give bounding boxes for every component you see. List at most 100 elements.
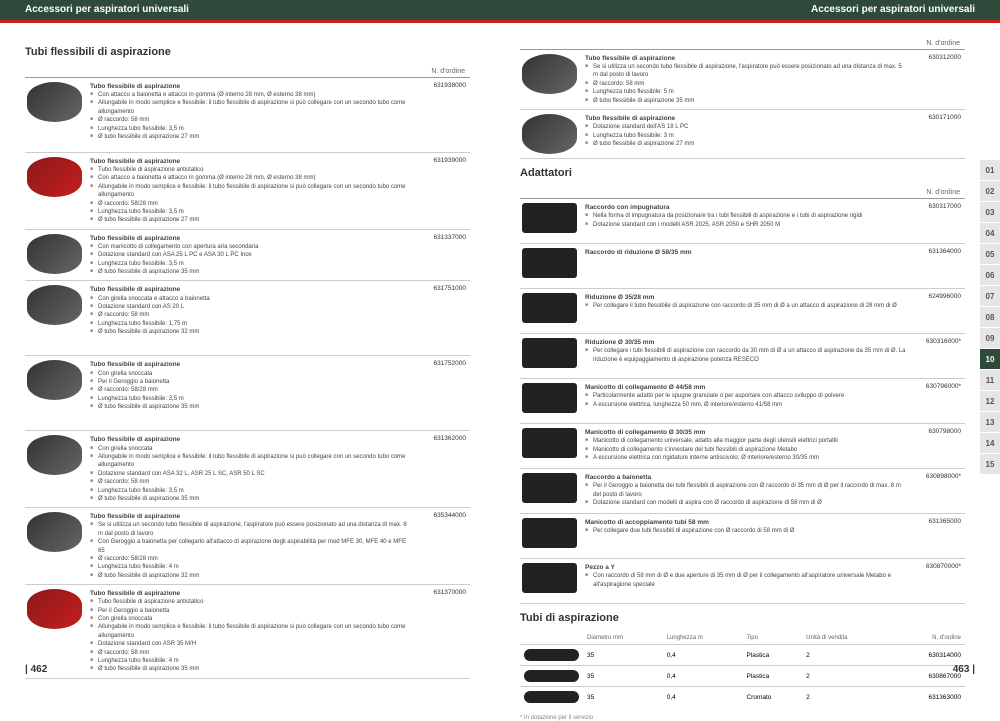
product-image bbox=[522, 563, 577, 593]
product-image bbox=[522, 203, 577, 233]
product-code: 630171000 bbox=[908, 114, 963, 154]
left-page: Tubi flessibili di aspirazione N. d'ordi… bbox=[0, 23, 495, 683]
chapter-tab-04[interactable]: 04 bbox=[980, 223, 1000, 244]
product-description: Tubo flessibile di aspirazioneCon girell… bbox=[90, 285, 413, 351]
product-image bbox=[27, 360, 82, 400]
chapter-tab-02[interactable]: 02 bbox=[980, 181, 1000, 202]
chapter-tab-15[interactable]: 15 bbox=[980, 454, 1000, 475]
product-description: Raccordo di riduzione Ø 58/35 mm bbox=[585, 248, 908, 284]
product-row: Tubo flessibile di aspirazioneSe si util… bbox=[520, 50, 965, 110]
product-code: 631364000 bbox=[908, 248, 963, 284]
product-row: Tubo flessibile di aspirazioneCon girell… bbox=[25, 281, 470, 356]
product-row: Manicotto di collegamento Ø 44/58 mmPart… bbox=[520, 379, 965, 424]
product-image bbox=[27, 82, 82, 122]
product-row: Riduzione Ø 35/28 mmPer collegare il tub… bbox=[520, 289, 965, 334]
product-row: Riduzione Ø 30/35 mmPer collegare i tubi… bbox=[520, 334, 965, 379]
product-code: 631370000 bbox=[413, 589, 468, 674]
product-description: Pezzo a YCon raccordo di 58 mm di Ø e du… bbox=[585, 563, 908, 599]
col-order: N. d'ordine bbox=[892, 632, 965, 645]
product-description: Manicotto di accoppiamento tubi 58 mmPer… bbox=[585, 518, 908, 554]
col-length: Lunghezza m bbox=[663, 632, 743, 645]
product-image bbox=[522, 54, 577, 94]
product-row: Tubo flessibile di aspirazioneCon girell… bbox=[25, 356, 470, 431]
product-code: 630798000 bbox=[908, 428, 963, 464]
product-row: Tubo flessibile di aspirazioneCon attacc… bbox=[25, 78, 470, 153]
product-row: Manicotto di accoppiamento tubi 58 mmPer… bbox=[520, 514, 965, 559]
product-image bbox=[522, 473, 577, 503]
tube-image bbox=[524, 691, 579, 703]
product-description: Tubo flessibile di aspirazioneCon girell… bbox=[90, 360, 413, 426]
product-row: Tubo flessibile di aspirazioneTubo fless… bbox=[25, 153, 470, 230]
chapter-tab-03[interactable]: 03 bbox=[980, 202, 1000, 223]
header-title-right: Accessori per aspiratori universali bbox=[811, 4, 975, 15]
tube-image bbox=[524, 649, 579, 661]
product-code: 631939000 bbox=[413, 157, 468, 225]
chapter-tab-07[interactable]: 07 bbox=[980, 286, 1000, 307]
col-unit: Unità di vendita bbox=[802, 632, 891, 645]
chapter-tab-13[interactable]: 13 bbox=[980, 412, 1000, 433]
product-image bbox=[27, 234, 82, 274]
product-row: Tubo flessibile di aspirazioneCon girell… bbox=[25, 431, 470, 508]
content-area: Tubi flessibili di aspirazione N. d'ordi… bbox=[0, 23, 1000, 683]
product-description: Tubo flessibile di aspirazioneCon girell… bbox=[90, 435, 413, 503]
product-description: Manicotto di collegamento Ø 30/35 mmMani… bbox=[585, 428, 908, 464]
product-row: Manicotto di collegamento Ø 30/35 mmMani… bbox=[520, 424, 965, 469]
product-description: Tubo flessibile di aspirazioneCon manico… bbox=[90, 234, 413, 277]
product-description: Raccordo con impugnaturaNella forma di i… bbox=[585, 203, 908, 239]
product-image bbox=[522, 338, 577, 368]
page-number-left: | 462 bbox=[25, 664, 47, 675]
col-diameter: Diametro mm bbox=[583, 632, 663, 645]
product-image bbox=[522, 383, 577, 413]
chapter-tab-14[interactable]: 14 bbox=[980, 433, 1000, 454]
chapter-tab-01[interactable]: 01 bbox=[980, 160, 1000, 181]
product-code: 631362000 bbox=[413, 435, 468, 503]
product-image bbox=[27, 285, 82, 325]
table-row: 350,4Plastica2630867000 bbox=[520, 666, 965, 687]
table-row: 350,4Plastica2630314000 bbox=[520, 645, 965, 666]
product-code: 630317000 bbox=[908, 203, 963, 239]
tube-image bbox=[524, 670, 579, 682]
suction-table: Diametro mm Lunghezza m Tipo Unità di ve… bbox=[520, 632, 965, 707]
product-image bbox=[522, 248, 577, 278]
product-image bbox=[522, 518, 577, 548]
product-description: Tubo flessibile di aspirazioneTubo fless… bbox=[90, 157, 413, 225]
product-description: Tubo flessibile di aspirazioneSe si util… bbox=[585, 54, 908, 105]
product-code: 631751000 bbox=[413, 285, 468, 351]
product-description: Manicotto di collegamento Ø 44/58 mmPart… bbox=[585, 383, 908, 419]
product-code: 630796000* bbox=[908, 383, 963, 419]
product-row: Raccordo a baionettaPer il Geroggio a ba… bbox=[520, 469, 965, 514]
product-description: Tubo flessibile di aspirazioneSe si util… bbox=[90, 512, 413, 580]
product-row: Tubo flessibile di aspirazioneSe si util… bbox=[25, 508, 470, 585]
product-image bbox=[27, 512, 82, 552]
col-type: Tipo bbox=[742, 632, 802, 645]
header-title-left: Accessori per aspiratori universali bbox=[25, 4, 189, 15]
table-row: 350,4Cromato2631363000 bbox=[520, 687, 965, 708]
order-label: N. d'ordine bbox=[926, 40, 960, 47]
chapter-tab-05[interactable]: 05 bbox=[980, 244, 1000, 265]
chapter-tab-08[interactable]: 08 bbox=[980, 307, 1000, 328]
chapter-tab-10[interactable]: 10 bbox=[980, 349, 1000, 370]
product-description: Tubo flessibile di aspirazioneDotazione … bbox=[585, 114, 908, 154]
product-code: 624996000 bbox=[908, 293, 963, 329]
product-code: 631938000 bbox=[413, 82, 468, 148]
chapter-tab-11[interactable]: 11 bbox=[980, 370, 1000, 391]
section-title-suction: Tubi di aspirazione bbox=[520, 612, 965, 624]
product-description: Raccordo a baionettaPer il Geroggio a ba… bbox=[585, 473, 908, 509]
order-header-adapters: N. d'ordine bbox=[520, 187, 965, 199]
order-header: N. d'ordine bbox=[25, 66, 470, 78]
section-title-adapters: Adattatori bbox=[520, 167, 965, 179]
product-description: Tubo flessibile di aspirazioneCon attacc… bbox=[90, 82, 413, 148]
right-page: N. d'ordine Tubo flessibile di aspirazio… bbox=[495, 23, 1000, 683]
product-description: Riduzione Ø 30/35 mmPer collegare i tubi… bbox=[585, 338, 908, 374]
product-image bbox=[522, 293, 577, 323]
product-image bbox=[27, 157, 82, 197]
product-row: Raccordo con impugnaturaNella forma di i… bbox=[520, 199, 965, 244]
chapter-tab-06[interactable]: 06 bbox=[980, 265, 1000, 286]
product-code: 630870000* bbox=[908, 563, 963, 599]
product-code: 630312000 bbox=[908, 54, 963, 105]
side-tabs: 010203040506070809101112131415 bbox=[980, 160, 1000, 475]
product-image bbox=[522, 428, 577, 458]
chapter-tab-09[interactable]: 09 bbox=[980, 328, 1000, 349]
product-code: 631365000 bbox=[908, 518, 963, 554]
chapter-tab-12[interactable]: 12 bbox=[980, 391, 1000, 412]
